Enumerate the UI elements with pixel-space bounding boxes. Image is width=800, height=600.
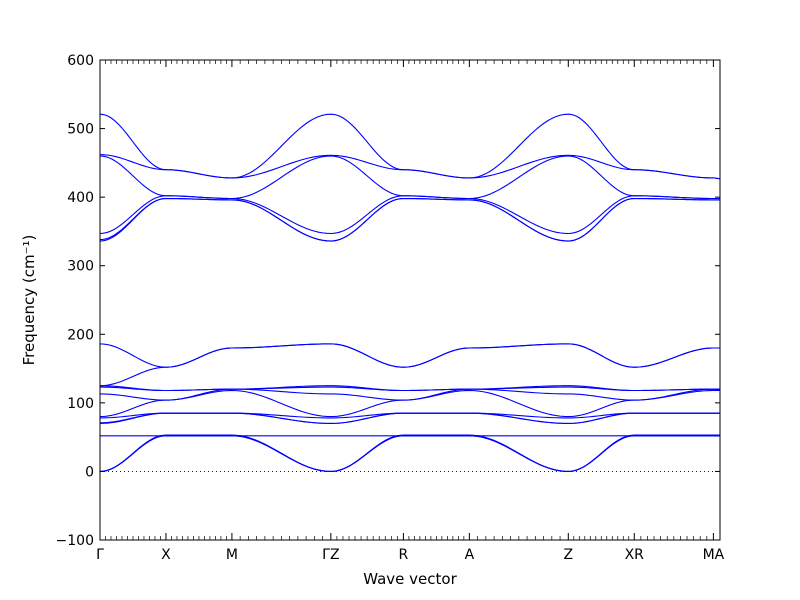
x-tick-label: A: [465, 547, 475, 563]
y-tick-label: 400: [67, 190, 94, 206]
plot-frame: [99, 59, 721, 541]
x-tick-label: X: [161, 547, 171, 563]
y-tick-label: 300: [67, 259, 94, 275]
band-line-4: [99, 195, 720, 235]
band-line-15: [99, 412, 720, 424]
y-tick-label: 600: [67, 53, 94, 69]
y-tick-label: −100: [56, 533, 94, 549]
band-line-18: [99, 434, 720, 472]
x-tick-label: XR: [625, 547, 645, 563]
x-tick-label: MA: [703, 547, 725, 563]
x-tick-label: M: [226, 547, 238, 563]
band-line-2: [99, 154, 720, 180]
x-tick-label: Z: [564, 547, 574, 563]
band-line-11: [99, 388, 720, 401]
x-tick-label: ΓZ: [322, 547, 339, 563]
x-tick-label: R: [399, 547, 409, 563]
y-tick-label: 100: [67, 396, 94, 412]
x-tick-label: Γ: [96, 547, 104, 563]
y-axis-label: Frequency (cm⁻¹): [20, 235, 38, 366]
y-tick-label: 200: [67, 327, 94, 343]
y-tick-label: 500: [67, 122, 94, 138]
band-line-10: [99, 386, 720, 392]
band-line-8: [99, 343, 720, 387]
band-line-12: [99, 389, 720, 418]
y-tick-label: 0: [85, 464, 94, 480]
x-axis-label: Wave vector: [363, 570, 457, 588]
band-line-6: [99, 197, 720, 242]
